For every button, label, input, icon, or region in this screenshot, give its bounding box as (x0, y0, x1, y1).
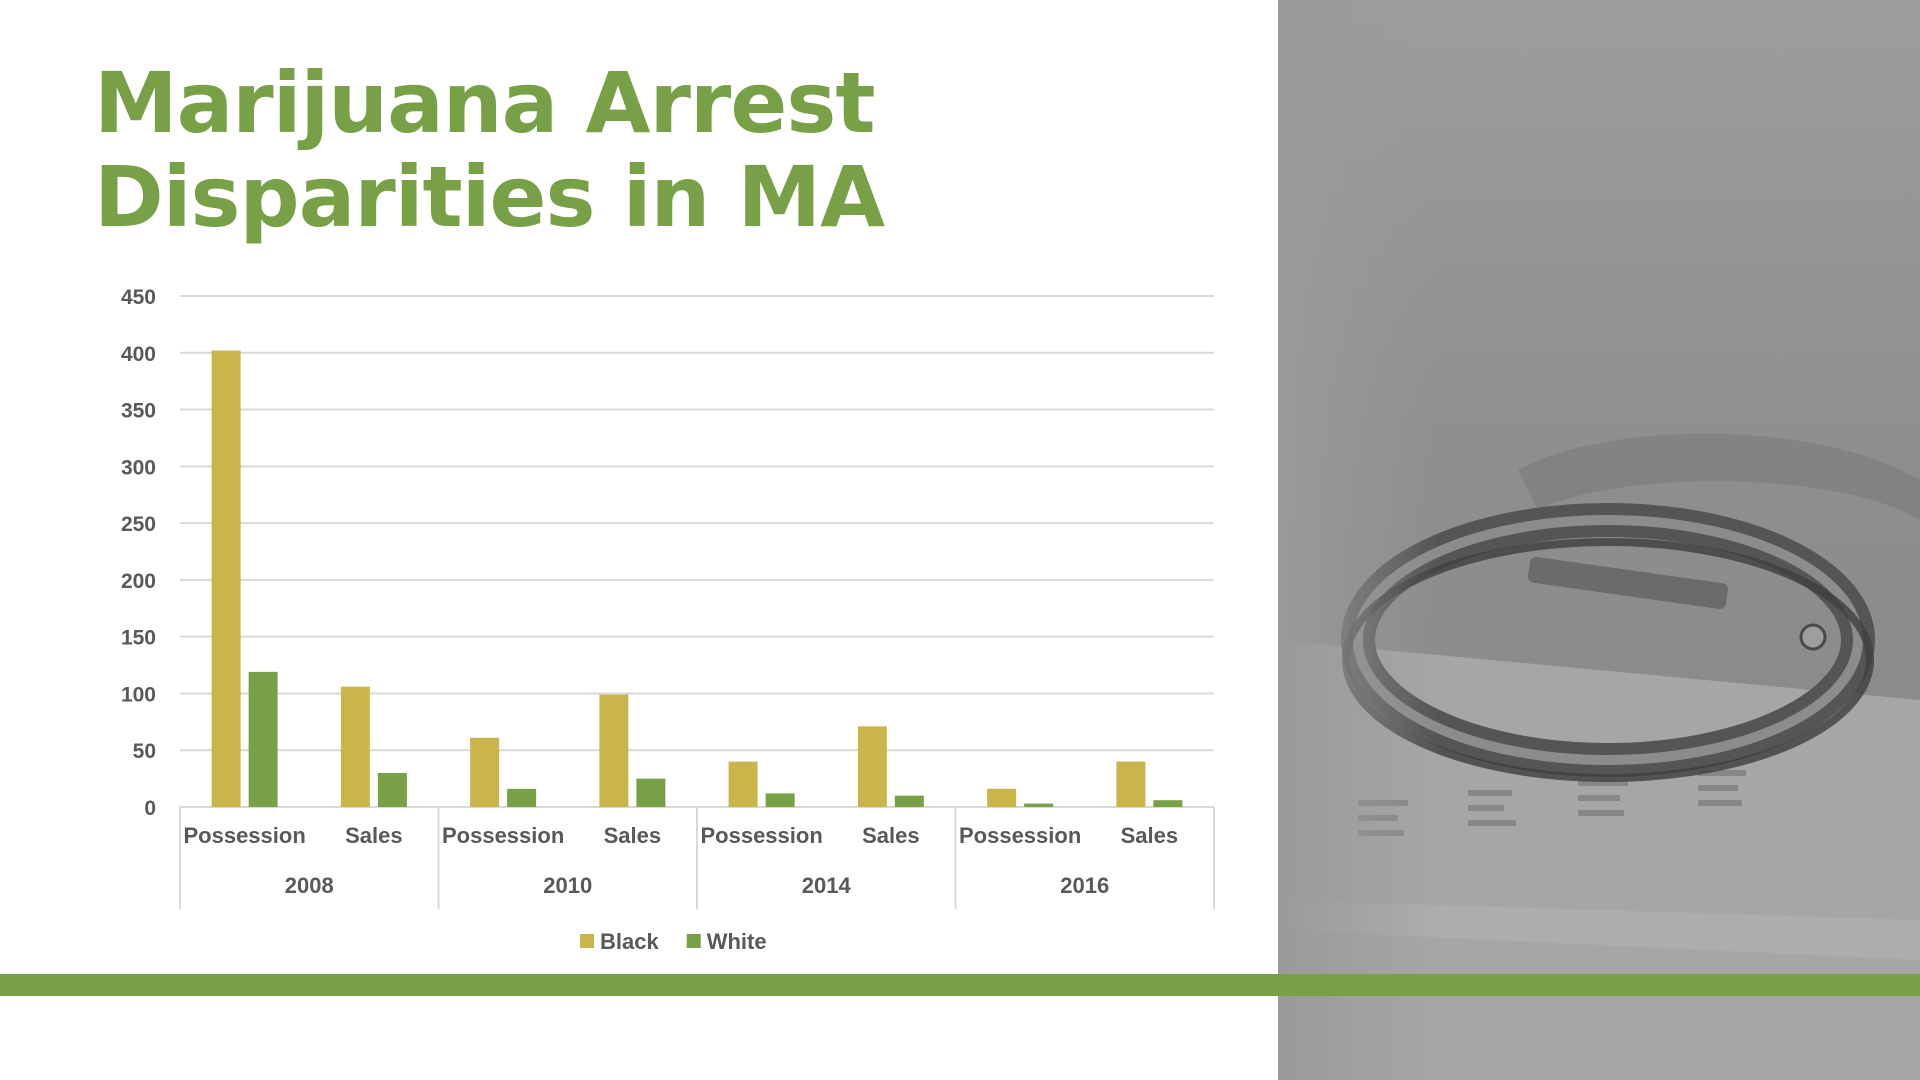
y-tick-label: 350 (121, 400, 156, 423)
bar-black (211, 350, 241, 807)
y-tick-label: 50 (133, 740, 156, 763)
x-category-label: Sales (862, 823, 920, 848)
page-title: Marijuana Arrest Disparities in MA (94, 56, 1244, 244)
bar-black (340, 686, 370, 807)
x-category-label: Possession (183, 823, 305, 848)
bar-white (765, 793, 795, 807)
title-line-1: Marijuana Arrest (94, 54, 875, 152)
bar-white (636, 778, 666, 807)
bar-black (470, 737, 500, 807)
bar-black (599, 694, 629, 807)
x-category-label: Possession (700, 823, 822, 848)
bar-white (377, 772, 407, 807)
accent-bar (0, 974, 1920, 996)
x-group-label: 2014 (802, 873, 852, 898)
legend-swatch-black (580, 934, 594, 948)
x-category-label: Possession (959, 823, 1081, 848)
handcuffs-photo (1278, 0, 1920, 1080)
x-group-label: 2016 (1060, 873, 1109, 898)
bar-white (894, 795, 924, 807)
y-tick-label: 150 (121, 627, 156, 650)
bar-black (987, 788, 1017, 807)
bar-chart: 0 50 100 150 200 250 300 350 400 450 Possession Sal… (121, 286, 1215, 954)
x-category-label: Possession (442, 823, 564, 848)
bar-white (507, 788, 537, 807)
x-group-label: 2008 (285, 873, 334, 898)
title-line-2: Disparities in MA (94, 148, 885, 246)
y-tick-label: 200 (121, 570, 156, 593)
legend-swatch-white (686, 934, 701, 948)
x-category-label: Sales (604, 823, 662, 848)
y-tick-label: 250 (121, 513, 156, 536)
bar-black (728, 761, 758, 807)
legend-label-white: White (707, 929, 767, 954)
bar-white (1153, 800, 1183, 807)
legend-label-black: Black (600, 929, 659, 954)
y-tick-label: 400 (121, 343, 156, 366)
bar-white (248, 671, 278, 807)
bar-black (1116, 761, 1146, 807)
y-tick-label: 450 (121, 286, 156, 309)
x-group-label: 2010 (543, 873, 592, 898)
bar-black (857, 726, 887, 807)
x-category-label: Sales (345, 823, 403, 848)
y-tick-label: 100 (121, 683, 156, 706)
bar-white (1024, 803, 1054, 807)
y-tick-label: 0 (144, 797, 156, 820)
x-category-label: Sales (1121, 823, 1179, 848)
y-tick-label: 300 (121, 456, 156, 479)
